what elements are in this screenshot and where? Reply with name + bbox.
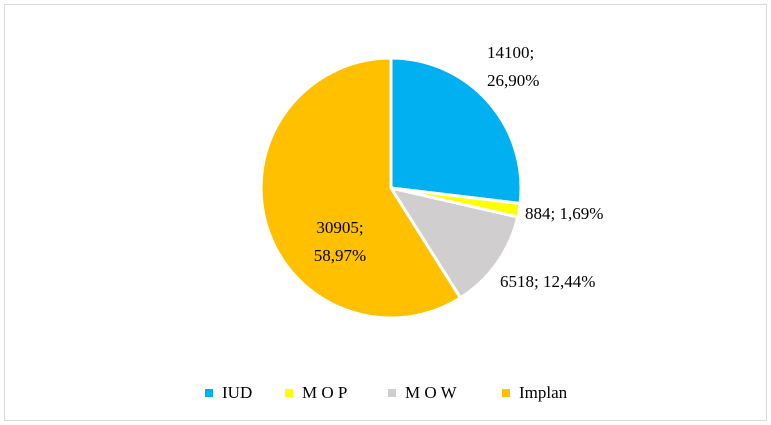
pie-slice — [389, 56, 523, 206]
legend-label: M O P — [302, 383, 347, 402]
legend-swatch — [502, 389, 510, 397]
data-label: 884; 1,69% — [525, 204, 603, 223]
legend-swatch — [205, 389, 213, 397]
pie-slice — [259, 56, 463, 320]
data-label: 14100; 26,90% — [487, 43, 539, 90]
data-label: 6518; 12,44% — [500, 272, 595, 291]
legend-swatch — [285, 389, 293, 397]
data-label: 30905; 58,97% — [314, 218, 366, 265]
legend-label: Implan — [519, 383, 568, 402]
legend-label: IUD — [222, 383, 252, 402]
pie-slice — [387, 185, 520, 300]
legend-label: M O W — [405, 383, 458, 402]
legend-swatch — [388, 389, 396, 397]
